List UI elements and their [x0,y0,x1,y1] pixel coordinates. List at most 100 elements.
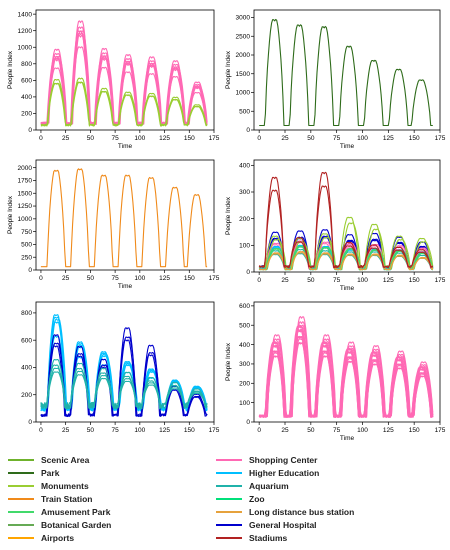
legend-swatch [8,524,34,526]
legend-label: Monuments [41,481,89,491]
x-tick-label: 25 [62,135,70,142]
y-tick-label: 1000 [236,90,251,97]
legend-swatch [8,459,34,461]
y-axis-label: People Index [7,50,14,89]
x-tick-label: 125 [159,135,170,142]
series-line [40,358,208,410]
y-tick-label: 300 [239,189,250,196]
legend-swatch [216,537,242,539]
x-tick-label: 175 [209,427,220,434]
legend-item: Scenic Area [8,454,89,466]
legend-label: Aquarium [249,481,289,491]
chart-panel: 0 25 50 75 100 125 150 175 0 500 1000 1500 2000 2500 3… [225,9,446,150]
legend-item: Botanical Garden [8,519,111,531]
x-tick-label: 50 [307,427,315,434]
y-tick-label: 500 [239,322,250,329]
y-tick-label: 1400 [18,11,33,18]
x-tick-label: 0 [39,275,43,282]
y-tick-label: 1200 [18,28,33,35]
y-tick-label: 800 [21,310,32,317]
x-tick-label: 0 [39,427,43,434]
y-tick-label: 200 [21,111,32,118]
x-tick-label: 125 [159,427,170,434]
y-tick-label: 0 [246,269,250,276]
legend-item: Stadiums [216,532,287,544]
legend-swatch [8,511,34,513]
x-tick-label: 150 [409,277,420,284]
y-tick-label: 1750 [18,178,33,185]
x-tick-label: 75 [111,275,119,282]
y-tick-label: 250 [21,254,32,261]
series-line [40,168,208,268]
x-tick-label: 0 [39,135,43,142]
legend-swatch [8,537,34,539]
x-tick-label: 100 [357,427,368,434]
chart-panel: 0 25 50 75 100 125 150 175 0 100 200 300 400 Time Peop… [225,159,446,292]
x-tick-label: 125 [383,135,394,142]
y-tick-label: 200 [239,216,250,223]
legend-item: Train Station [8,493,92,505]
x-tick-label: 25 [281,135,289,142]
chart-panel: 0 25 50 75 100 125 150 175 0 200 400 600 800 1000 1200… [7,9,220,150]
y-tick-label: 600 [21,337,32,344]
legend-label: Amusement Park [41,507,111,517]
legend-item: Higher Education [216,467,319,479]
series-line [40,32,208,126]
y-tick-label: 600 [21,78,32,85]
x-tick-label: 150 [409,427,420,434]
plot-frame [253,9,441,131]
legend-item: Monuments [8,480,89,492]
legend: Scenic Area Park Monuments Train Station… [8,450,448,548]
legend-label: Airports [41,533,75,543]
legend-label: Park [41,468,60,478]
y-tick-label: 1500 [18,190,33,197]
y-tick-label: 1500 [236,71,251,78]
x-tick-label: 25 [62,275,70,282]
legend-swatch [216,472,242,474]
y-axis-label: People Index [225,50,232,89]
legend-item: Zoo [216,493,265,505]
y-axis-label: People Index [225,342,232,381]
series-line [258,185,434,269]
y-tick-label: 300 [239,361,250,368]
series-group [258,316,434,418]
x-tick-label: 50 [307,277,315,284]
x-tick-label: 75 [333,135,341,142]
x-tick-label: 0 [257,277,261,284]
y-tick-label: 1000 [18,44,33,51]
legend-swatch [8,498,34,500]
x-tick-label: 150 [184,427,195,434]
series-line [258,171,434,269]
x-tick-label: 25 [62,427,70,434]
legend-label: Shopping Center [249,455,318,465]
y-tick-label: 1000 [18,216,33,223]
x-tick-label: 75 [333,427,341,434]
series-line [259,316,434,418]
series-group [258,171,434,271]
x-tick-label: 175 [209,135,220,142]
y-tick-label: 3000 [236,15,251,22]
y-tick-label: 200 [239,380,250,387]
y-tick-label: 400 [239,342,250,349]
x-tick-label: 150 [184,275,195,282]
x-axis-label: Time [118,283,133,290]
plot-frame [35,9,215,131]
x-axis-label: Time [340,143,355,150]
x-tick-label: 75 [333,277,341,284]
y-tick-label: 2000 [236,52,251,59]
legend-item: Park [8,467,59,479]
x-tick-label: 75 [111,427,119,434]
x-axis-label: Time [340,435,355,442]
legend-swatch [216,498,242,500]
y-tick-label: 0 [28,419,32,426]
series-group [40,168,208,268]
legend-swatch [216,459,242,461]
y-tick-label: 400 [21,94,32,101]
x-axis-label: Time [118,143,133,150]
y-tick-label: 400 [239,163,250,170]
legend-label: Botanical Garden [41,520,112,530]
x-tick-label: 100 [134,135,145,142]
x-tick-label: 175 [435,277,446,284]
y-tick-label: 500 [21,242,32,249]
y-tick-label: 2500 [236,33,251,40]
